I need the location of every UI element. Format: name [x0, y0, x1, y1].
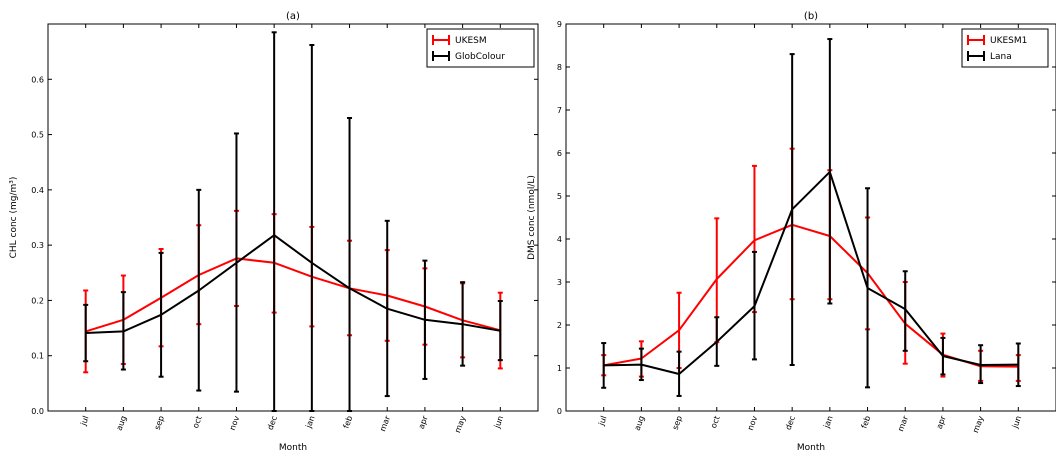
x-tick-label: feb [860, 415, 873, 430]
x-tick-label: jul [597, 415, 609, 428]
series-line [85, 257, 501, 333]
x-axis-label: Month [797, 443, 825, 453]
x-tick-label: may [453, 414, 468, 434]
x-tick-label: mar [378, 414, 392, 433]
y-tick-label: 0.3 [31, 241, 44, 250]
x-tick-label: dec [784, 415, 797, 432]
x-tick-label: jan [304, 415, 317, 430]
series-1 [83, 209, 503, 374]
y-tick-label: 0.6 [31, 75, 44, 84]
chart-title: (b) [804, 11, 818, 22]
x-tick-label: dec [266, 415, 279, 432]
series-2 [601, 38, 1021, 397]
y-tick-label: 3 [557, 278, 562, 287]
plot-frame [47, 23, 539, 412]
series-1 [601, 147, 1021, 382]
y-tick-label: 6 [557, 149, 562, 158]
x-tick-label: oct [191, 415, 204, 430]
x-tick-label: aug [633, 415, 647, 432]
x-tick-label: apr [417, 414, 430, 430]
y-tick-label: 0.5 [31, 131, 44, 140]
series-line [603, 223, 1019, 368]
x-tick-label: jun [1010, 415, 1023, 431]
legend: UKESM GlobColour [426, 28, 535, 68]
legend-box [961, 28, 1049, 68]
x-tick-label: oct [709, 415, 722, 430]
x-tick-label: jan [822, 415, 835, 430]
legend-label: Lana [990, 52, 1012, 62]
legend-label: UKESM [455, 36, 487, 46]
y-tick-label: 5 [557, 192, 562, 201]
chart-panel-1: (a) 0.0 0.1 0.2 0.3 0.4 0.5 0.6 jul aug sep oct nov d… [9, 11, 539, 453]
y-tick-label: 0.2 [31, 296, 44, 305]
x-tick-label: aug [115, 415, 129, 432]
legend-label: UKESM1 [990, 36, 1027, 46]
legend: UKESM1 Lana [961, 28, 1049, 68]
y-tick-label: 0.4 [31, 186, 44, 195]
y-tick-label: 0.0 [31, 407, 44, 416]
x-tick-label: nov [746, 414, 760, 431]
y-axis-label: CHL conc (mg/m³) [9, 177, 19, 259]
x-tick-label: mar [896, 414, 910, 433]
y-tick-label: 1 [557, 364, 562, 373]
x-tick-label: jul [79, 415, 91, 428]
chart-title: (a) [286, 11, 300, 22]
x-tick-label: sep [153, 415, 166, 431]
y-axis-label: DMS conc (nmol/L) [527, 175, 537, 260]
series-line [603, 170, 1019, 375]
x-tick-label: apr [935, 414, 948, 430]
y-tick-label: 0.1 [31, 352, 44, 361]
x-tick-label: sep [671, 415, 684, 431]
y-tick-label: 4 [557, 235, 562, 244]
legend-label: GlobColour [455, 52, 505, 62]
y-tick-label: 2 [557, 321, 562, 330]
x-tick-label: nov [228, 414, 242, 431]
x-tick-label: jun [492, 415, 505, 431]
series-line [85, 234, 501, 334]
y-tick-label: 9 [557, 20, 562, 29]
x-tick-label: feb [342, 415, 355, 430]
y-tick-label: 7 [557, 106, 562, 115]
chart-panel-2: (b) 0 1 2 3 4 5 6 7 8 9 jul aug sep oct nov dec jan feb mar… [527, 11, 1056, 453]
y-tick-label: 8 [557, 63, 562, 72]
y-tick-label: 0 [557, 407, 562, 416]
plot-frame [565, 23, 1056, 412]
x-tick-label: may [971, 414, 986, 434]
x-axis-label: Month [279, 443, 307, 453]
series-2 [83, 31, 503, 412]
legend-box [426, 28, 535, 68]
